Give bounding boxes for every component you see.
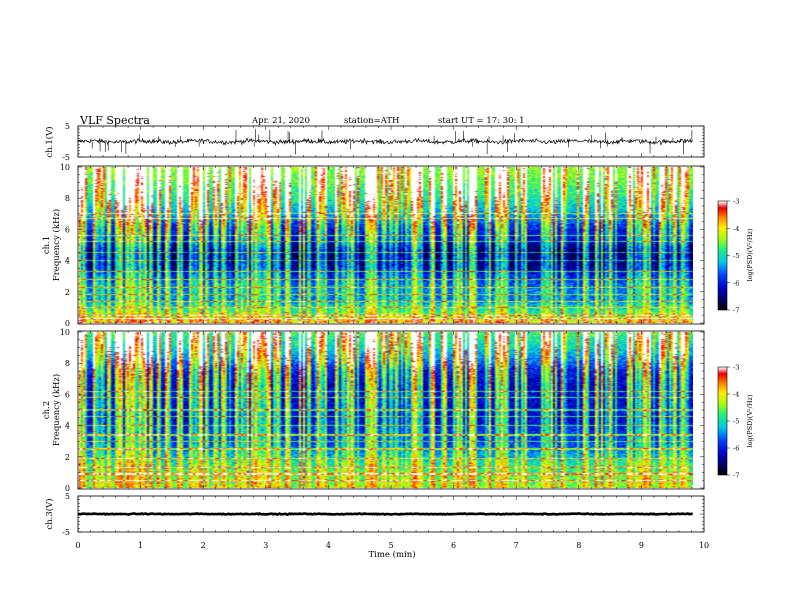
ch2-spec-time-ticks xyxy=(77,331,705,489)
frequency-tick-label: 2 xyxy=(65,453,70,462)
ch2-colorbar-gradient xyxy=(718,367,727,475)
figure-title: VLF Spectra xyxy=(79,114,150,127)
time-tick-label: 8 xyxy=(576,541,581,550)
ch3-waveform-panel: 5 -5 ch.3(V) xyxy=(44,492,705,537)
ch3-time-ticks xyxy=(77,496,705,532)
ch1-waveform-frame xyxy=(77,125,705,158)
time-tick-label: 1 xyxy=(138,541,143,550)
time-axis-label: Time (min) xyxy=(368,549,415,560)
time-tick-label: 5 xyxy=(388,541,393,550)
ch1-waveform-panel: 5 -5 ch.1(V) xyxy=(44,122,705,162)
ch1-spectrogram-image xyxy=(79,167,693,323)
ch1-spectrogram-channel-label: ch.1 xyxy=(42,236,52,254)
ch1-colorbar-gradient xyxy=(718,201,727,310)
time-axis: 0 1 2 3 4 5 6 7 8 9 10 xyxy=(75,541,709,550)
colorbar-tick-label: -3 xyxy=(733,364,739,372)
colorbar-tick-label: -7 xyxy=(733,472,739,480)
frequency-tick-label: 10 xyxy=(60,328,70,337)
ch2-spectrogram-panel: 0 2 4 6 8 10 ch.2 Frequency (kHz) xyxy=(42,328,705,493)
frequency-tick-label: 8 xyxy=(65,359,70,368)
date-label: Apr. 21, 2020 xyxy=(251,116,310,126)
ch2-spectrogram-channel-label: ch.2 xyxy=(42,401,52,419)
colorbar-tick-label: -4 xyxy=(733,225,739,233)
ch3-ytick-top: 5 xyxy=(65,492,70,501)
time-tick-label: 10 xyxy=(699,541,709,550)
ch1-spec-time-ticks xyxy=(77,166,705,324)
ch1-time-ticks xyxy=(77,126,705,157)
ch1-colorbar: -3 -4 -5 -6 -7 log(PSD)(V²/Hz) xyxy=(717,198,754,315)
time-tick-label: 7 xyxy=(514,541,519,550)
time-tick-label: 3 xyxy=(263,541,268,550)
ch1-spectrogram-ylabel: Frequency (kHz) xyxy=(51,209,62,281)
ch3-ytick-bottom: -5 xyxy=(62,528,70,537)
colorbar-tick-label: -6 xyxy=(733,279,739,287)
wave-y-ticks xyxy=(78,495,704,533)
ch1-spikes xyxy=(91,129,693,155)
colorbar-tick-label: -5 xyxy=(733,252,739,260)
station-label: station=ATH xyxy=(344,116,399,126)
ch2-colorbar-label: log(PSD)(V²/Hz) xyxy=(746,394,754,447)
frequency-tick-label: 0 xyxy=(65,484,70,493)
time-tick-label: 2 xyxy=(201,541,206,550)
colorbar-tick-label: -5 xyxy=(733,418,739,426)
ch2-frequency-ticks: 0 2 4 6 8 10 xyxy=(60,328,704,493)
frequency-tick-label: 0 xyxy=(65,319,70,328)
ch2-colorbar-ticks: -3 -4 -5 -6 -7 xyxy=(727,364,739,480)
frequency-tick-label: 6 xyxy=(65,390,70,399)
ch1-ytick-top: 5 xyxy=(65,122,70,131)
colorbar-tick-label: -6 xyxy=(733,445,739,453)
frequency-tick-label: 4 xyxy=(65,257,70,266)
frequency-tick-label: 2 xyxy=(65,288,70,297)
colorbar-tick-label: -4 xyxy=(733,391,739,399)
time-tick-label: 0 xyxy=(75,541,80,550)
ch3-waveform-line xyxy=(77,511,693,517)
ch1-colorbar-ticks: -3 -4 -5 -6 -7 xyxy=(727,198,739,315)
frequency-tick-label: 6 xyxy=(65,225,70,234)
frequency-tick-label: 4 xyxy=(65,422,70,431)
wave-y-ticks xyxy=(78,125,704,158)
frequency-tick-label: 10 xyxy=(60,163,70,172)
ch1-colorbar-label: log(PSD)(V²/Hz) xyxy=(746,228,754,281)
ch2-spectrogram-ylabel: Frequency (kHz) xyxy=(51,374,62,446)
colorbar-tick-label: -3 xyxy=(733,198,739,206)
time-tick-label: 4 xyxy=(326,541,331,550)
colorbar-tick-label: -7 xyxy=(733,307,739,315)
ch1-frequency-ticks: 0 2 4 6 8 10 xyxy=(60,163,704,328)
ch3-ylabel: ch.3(V) xyxy=(44,498,55,529)
ch2-spectrogram-image xyxy=(79,332,693,488)
time-tick-label: 6 xyxy=(451,541,456,550)
ch1-ylabel: ch.1(V) xyxy=(44,126,55,157)
start-time-label: start UT = 17: 30: 1 xyxy=(438,116,525,126)
ch2-colorbar: -3 -4 -5 -6 -7 log(PSD)(V²/Hz) xyxy=(717,364,754,480)
ch1-ytick-bottom: -5 xyxy=(62,153,70,162)
ch1-spectrogram-panel: 0 2 4 6 8 10 ch.1 Frequency (kHz) xyxy=(42,163,705,328)
frequency-tick-label: 8 xyxy=(65,194,70,203)
time-tick-label: 9 xyxy=(639,541,644,550)
